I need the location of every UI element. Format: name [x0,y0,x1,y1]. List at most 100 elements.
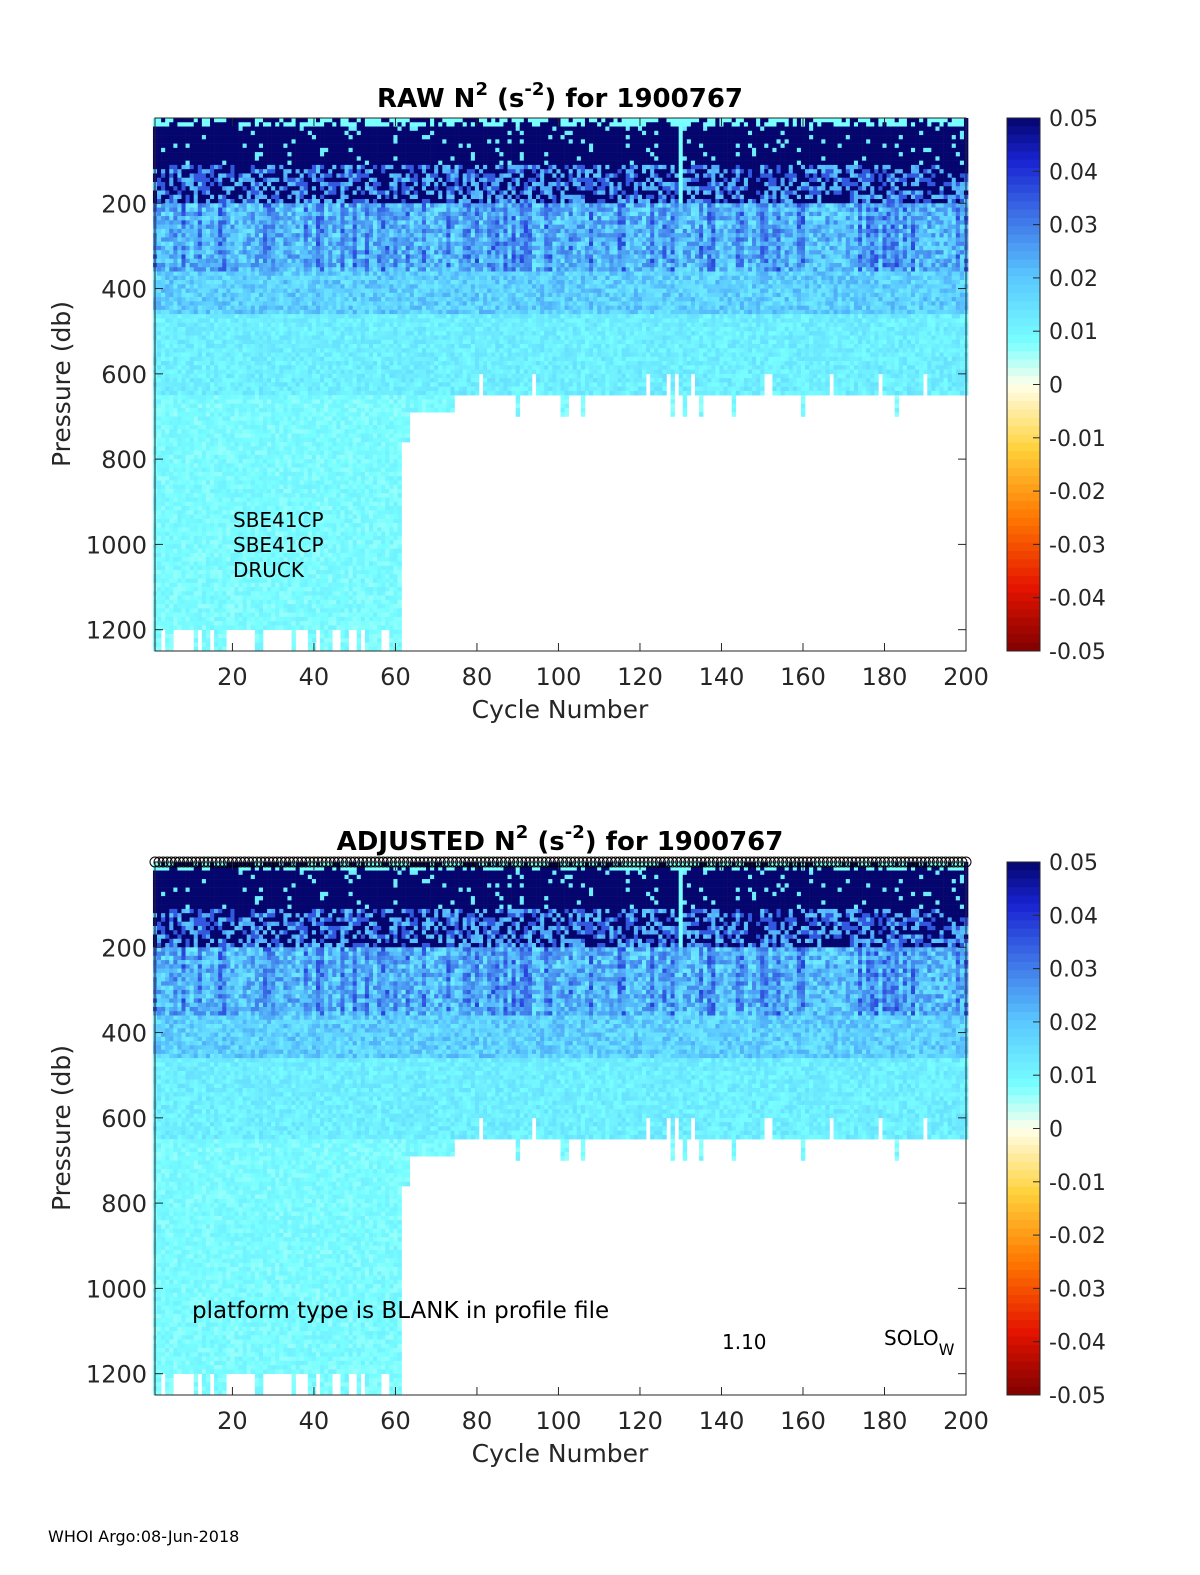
heatmap-cell [263,203,267,208]
heatmap-cell [218,476,222,481]
heatmap-cell [173,318,177,323]
heatmap-cell [186,617,190,622]
heatmap-cell [218,353,222,358]
heatmap-cell [267,267,271,272]
heatmap-cell [173,310,177,315]
heatmap-cell [247,408,251,413]
heatmap-cell [177,485,181,490]
heatmap-cell [210,297,214,302]
heatmap-cell [300,625,304,630]
heatmap-cell [263,161,267,166]
heatmap-cell [222,468,226,473]
heatmap-cell [292,621,296,626]
heatmap-cell [271,416,275,421]
heatmap-cell [312,604,316,609]
heatmap-cell [292,425,296,430]
heatmap-cell [222,485,226,490]
heatmap-cell [263,331,267,336]
heatmap-cell [218,591,222,596]
heatmap-cell [283,617,287,622]
heatmap-cell [271,374,275,379]
heatmap-cell [226,263,230,268]
heatmap-cell [247,276,251,281]
heatmap-cell [214,536,218,541]
heatmap-cell [210,527,214,532]
heatmap-cell [165,642,169,647]
heatmap-cell [308,259,312,264]
heatmap-cell [198,348,202,353]
heatmap-cell [296,212,300,217]
heatmap-cell [267,404,271,409]
heatmap-cell [206,361,210,366]
heatmap-cell [194,485,198,490]
heatmap-cell [308,203,312,208]
heatmap-cell [275,276,279,281]
heatmap-cell [190,208,194,213]
heatmap-cell [263,455,267,460]
heatmap-cell [271,421,275,426]
heatmap-cell [251,165,255,170]
heatmap-cell [316,468,320,473]
heatmap-cell [316,272,320,277]
heatmap-cell [186,451,190,456]
heatmap-cell [292,434,296,439]
heatmap-cell [165,523,169,528]
heatmap-cell [198,139,202,144]
heatmap-cell [218,527,222,532]
heatmap-cell [296,195,300,200]
heatmap-cell [198,596,202,601]
heatmap-cell [173,408,177,413]
heatmap-cell [194,370,198,375]
heatmap-cell [296,208,300,213]
heatmap-cell [296,203,300,208]
heatmap-cell [234,387,238,392]
heatmap-cell [255,438,259,443]
heatmap-cell [263,212,267,217]
heatmap-cell [157,510,161,515]
heatmap-cell [206,254,210,259]
heatmap-cell [287,591,291,596]
heatmap-cell [255,203,259,208]
heatmap-cell [186,331,190,336]
heatmap-cell [218,425,222,430]
heatmap-cell [259,144,263,149]
heatmap-cell [279,395,283,400]
heatmap-cell [161,297,165,302]
heatmap-cell [304,229,308,234]
heatmap-cell [190,459,194,464]
heatmap-cell [226,387,230,392]
heatmap-cell [210,625,214,630]
heatmap-cell [300,276,304,281]
heatmap-cell [259,387,263,392]
heatmap-cell [169,152,173,157]
heatmap-cell [251,272,255,277]
heatmap-cell [206,237,210,242]
heatmap-cell [304,621,308,626]
heatmap-cell [230,370,234,375]
heatmap-cell [157,378,161,383]
heatmap-cell [218,152,222,157]
heatmap-cell [267,310,271,315]
heatmap-cell [173,314,177,319]
heatmap-cell [287,625,291,630]
heatmap-cell [292,370,296,375]
heatmap-cell [161,570,165,575]
heatmap-cell [222,587,226,592]
heatmap-cell [243,340,247,345]
heatmap-cell [312,208,316,213]
heatmap-cell [304,152,308,157]
heatmap-cell [283,485,287,490]
heatmap-cell [292,301,296,306]
heatmap-cell [234,382,238,387]
heatmap-cell [308,493,312,498]
heatmap-cell [161,544,165,549]
heatmap-cell [226,532,230,537]
heatmap-cell [169,323,173,328]
heatmap-cell [279,463,283,468]
heatmap-cell [222,318,226,323]
heatmap-cell [198,442,202,447]
heatmap-cell [194,416,198,421]
heatmap-cell [304,208,308,213]
heatmap-cell [263,604,267,609]
heatmap-cell [190,425,194,430]
